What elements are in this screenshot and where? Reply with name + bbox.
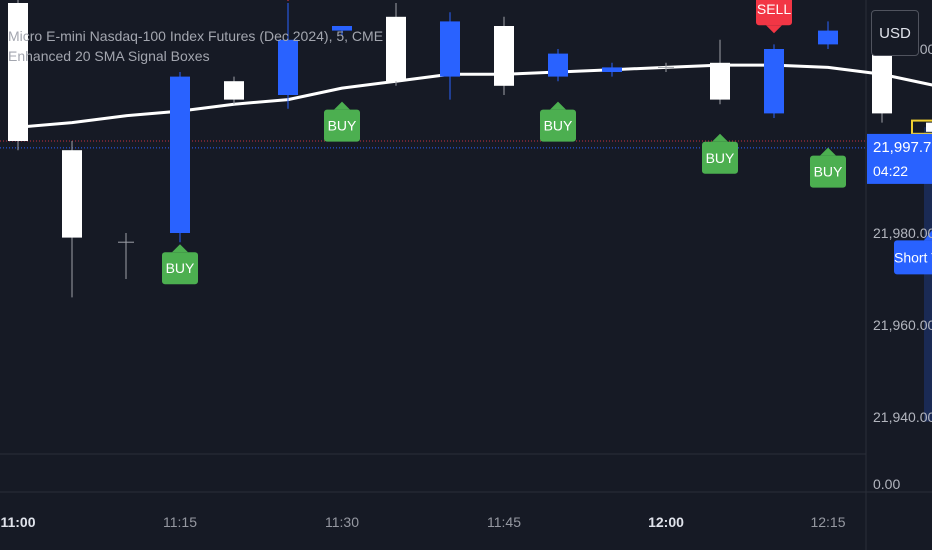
candle-body	[8, 3, 28, 141]
buy-label-box	[810, 155, 846, 188]
candle[interactable]	[764, 44, 784, 118]
symbol-title[interactable]: Micro E-mini Nasdaq-100 Index Futures (D…	[8, 28, 384, 44]
buy-signal: BUY	[540, 101, 576, 142]
price-tick-label: 0.00	[873, 476, 900, 492]
candle-body	[170, 76, 190, 233]
time-tick-label: 12:00	[648, 514, 684, 530]
buy-signal: BUY	[702, 133, 738, 174]
candle-body	[62, 150, 82, 238]
candle-body	[494, 26, 514, 86]
price-tick-label: 21,940.00	[873, 409, 932, 425]
candle[interactable]	[548, 49, 568, 82]
current-price-label: 21,997.75	[873, 139, 932, 156]
candle[interactable]	[118, 233, 134, 279]
sell-label-box	[756, 0, 792, 26]
candle[interactable]	[170, 72, 190, 243]
candle-body	[548, 53, 568, 77]
sma-20-line	[17, 63, 932, 129]
candle-body	[710, 62, 730, 100]
candle-body	[440, 21, 460, 77]
short-target-box	[894, 240, 932, 275]
buy-signal: BUY	[324, 101, 360, 142]
buy-label-text: BUY	[544, 118, 573, 134]
highlight-box	[911, 119, 932, 135]
sell-signal: SELL	[756, 0, 792, 34]
price-tick-label: 21,980.00	[873, 225, 932, 241]
candle[interactable]	[818, 21, 838, 49]
buy-label-text: BUY	[328, 118, 357, 134]
buy-pointer	[334, 101, 350, 110]
short-target-signal: Short Target	[894, 230, 932, 275]
short-target-pointer	[924, 230, 932, 241]
candle-body	[764, 49, 784, 114]
price-lines-layer	[0, 140, 866, 149]
candle-body	[386, 16, 406, 82]
buy-pointer	[820, 147, 836, 156]
candle[interactable]	[224, 76, 244, 105]
buy-label-text: BUY	[166, 260, 195, 276]
candle-body	[332, 26, 352, 31]
buy-label-box	[324, 109, 360, 142]
time-tick-label: 11:00	[0, 514, 35, 530]
candle[interactable]	[710, 39, 730, 105]
buy-label-text: BUY	[706, 150, 735, 166]
price-axis[interactable]: 22,020.0022,000.0021,980.0021,960.0021,9…	[867, 41, 932, 492]
time-tick-label: 11:30	[325, 514, 359, 530]
buy-pointer	[172, 244, 188, 253]
price-tick-label: 21,960.00	[873, 317, 932, 333]
buy-label-box	[540, 109, 576, 142]
candle[interactable]	[440, 12, 460, 100]
time-axis[interactable]: 11:0011:1511:3011:4512:0012:1512:3012:45…	[0, 514, 932, 530]
buy-pointer	[712, 133, 728, 142]
sell-label-text: SELL	[757, 1, 791, 17]
sell-pointer	[766, 25, 782, 34]
candle[interactable]	[62, 141, 82, 298]
candle[interactable]	[658, 62, 674, 72]
candle[interactable]	[278, 3, 298, 109]
candle-body	[602, 67, 622, 72]
candle-body	[818, 30, 838, 45]
buy-label-box	[702, 141, 738, 174]
countdown-label: 04:22	[873, 163, 908, 179]
candle[interactable]	[494, 16, 514, 95]
short-target-text: Short Target	[894, 249, 932, 265]
candle-body	[224, 81, 244, 100]
time-tick-label: 12:15	[810, 514, 845, 530]
sma-layer	[17, 63, 932, 129]
signals-layer: SELLBUYSELLBUYSELLBUYSELLBUYSELLBUYSELLS…	[162, 0, 932, 285]
time-tick-label: 11:15	[163, 514, 197, 530]
time-tick-label: 11:45	[487, 514, 521, 530]
candle[interactable]	[602, 62, 622, 77]
candle-body	[278, 39, 298, 95]
candle[interactable]	[386, 3, 406, 86]
buy-signal: BUY	[810, 147, 846, 188]
candle[interactable]	[911, 118, 932, 146]
buy-label-text: BUY	[814, 164, 843, 180]
buy-pointer	[550, 101, 566, 110]
candle[interactable]	[8, 0, 28, 151]
chart-legend: Micro E-mini Nasdaq-100 Index Futures (D…	[8, 26, 383, 66]
currency-button[interactable]: USD	[871, 10, 919, 56]
buy-signal: BUY	[162, 244, 198, 285]
sell-pointer	[287, 0, 289, 1]
candle-body	[926, 122, 932, 132]
current-price-tag	[867, 133, 932, 184]
indicator-title[interactable]: Enhanced 20 SMA Signal Boxes	[8, 48, 210, 64]
buy-label-box	[162, 252, 198, 285]
sell-signal: SELL	[287, 0, 289, 1]
candle[interactable]	[332, 26, 352, 36]
